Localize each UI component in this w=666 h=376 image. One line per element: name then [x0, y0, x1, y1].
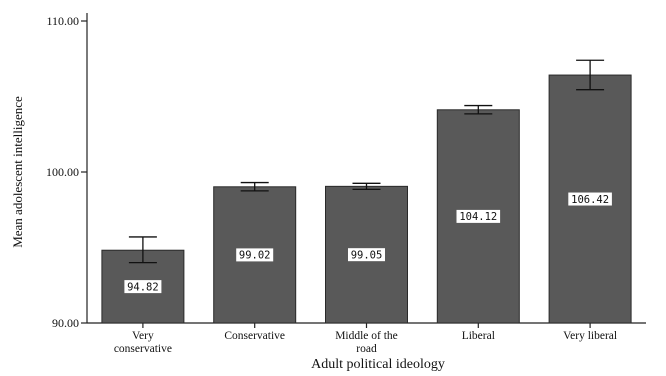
data-label: 99.05	[348, 248, 385, 261]
x-tick-label: Liberal	[462, 330, 495, 342]
x-tick-label: Middle of the road	[335, 330, 398, 355]
y-tick-label: 90.00	[52, 316, 79, 330]
data-label: 106.42	[568, 193, 612, 206]
x-axis: Very conservative Conservative Middle of th…	[87, 323, 646, 355]
x-axis-title: Adult political ideology	[311, 357, 445, 372]
x-tick-label: Very conservative	[114, 330, 172, 355]
y-axis: 90.00 100.00 110.00	[46, 13, 87, 330]
svg-text:104.12: 104.12	[459, 211, 497, 223]
bars	[102, 75, 631, 323]
y-tick-label: 110.00	[46, 14, 79, 28]
y-tick-label: 100.00	[46, 165, 79, 179]
svg-text:99.02: 99.02	[239, 250, 271, 262]
x-tick-label: Very liberal	[563, 330, 617, 342]
data-label: 94.82	[124, 280, 161, 293]
x-tick-label: Conservative	[224, 330, 285, 342]
svg-text:106.42: 106.42	[571, 194, 609, 206]
svg-text:94.82: 94.82	[127, 281, 159, 293]
svg-text:99.05: 99.05	[351, 249, 383, 261]
data-label: 99.02	[236, 248, 273, 261]
data-label: 104.12	[457, 210, 501, 223]
y-axis-title: Mean adolescent intelligence	[10, 96, 25, 248]
